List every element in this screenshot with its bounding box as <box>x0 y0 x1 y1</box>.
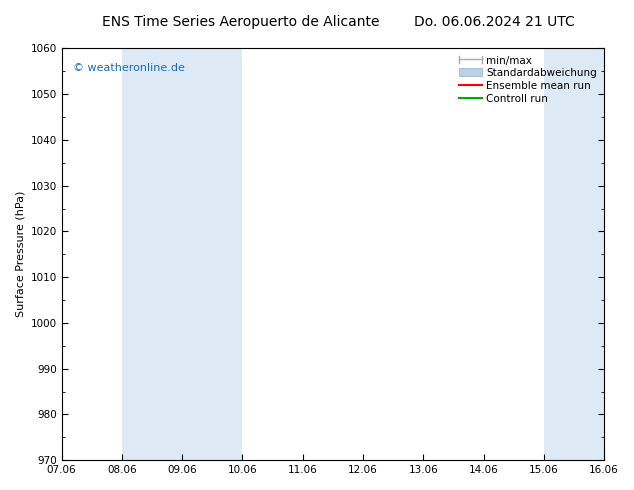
Text: Do. 06.06.2024 21 UTC: Do. 06.06.2024 21 UTC <box>414 15 575 29</box>
Y-axis label: Surface Pressure (hPa): Surface Pressure (hPa) <box>15 191 25 318</box>
Bar <box>122 49 242 460</box>
Legend: min/max, Standardabweichung, Ensemble mean run, Controll run: min/max, Standardabweichung, Ensemble me… <box>457 53 599 105</box>
Text: © weatheronline.de: © weatheronline.de <box>72 63 184 73</box>
Bar <box>544 49 604 460</box>
Text: ENS Time Series Aeropuerto de Alicante: ENS Time Series Aeropuerto de Alicante <box>102 15 380 29</box>
